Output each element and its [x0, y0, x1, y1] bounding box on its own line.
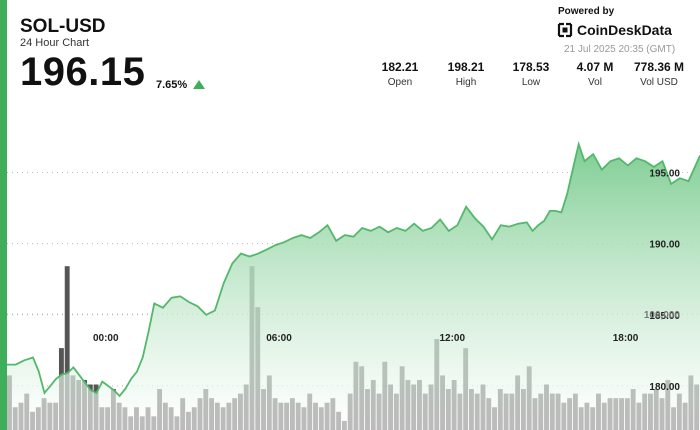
brand-logo: CoinDeskData: [557, 22, 672, 38]
timestamp: 21 Jul 2025 20:35 (GMT): [564, 44, 676, 55]
stat-value: 4.07 M: [576, 60, 614, 74]
x-tick-label: 18:00: [613, 333, 639, 344]
x-tick-label: 06:00: [266, 333, 292, 344]
y-tick-label: 180.00: [649, 382, 680, 393]
ticker-symbol: SOL-USD: [20, 16, 106, 37]
stat-label: High: [455, 77, 477, 88]
stat-value: 178.53: [512, 60, 550, 74]
stats-panel: 182.21 Open 198.21 High 178.53 Low 4.07 …: [370, 60, 690, 92]
stat-open: 182.21 Open: [370, 60, 430, 88]
stat-vol: 4.07 M Vol: [565, 60, 625, 88]
y-tick-label: 195.00: [649, 169, 680, 180]
y-tick-label: 185.00: [649, 311, 680, 322]
stat-high: 198.21 High: [436, 60, 496, 88]
price-area: [7, 144, 700, 430]
y-tick-label: 190.00: [649, 240, 680, 251]
up-arrow-icon: [193, 80, 205, 89]
stat-low: 178.53 Low: [501, 60, 561, 88]
stat-label: Vol USD: [640, 77, 678, 88]
chart-subtitle: 24 Hour Chart: [20, 37, 90, 49]
grid-lines: [7, 172, 700, 387]
volume-tick-label: 100,000: [644, 310, 681, 321]
volume-bar: [64, 266, 70, 430]
stat-vol-usd: 778.36 M Vol USD: [624, 60, 694, 88]
coindesk-logo-icon: [557, 22, 573, 38]
powered-by-label: Powered by: [558, 6, 615, 17]
brand-name: CoinDeskData: [577, 22, 672, 38]
current-price: 196.15: [20, 50, 146, 94]
stat-label: Low: [521, 77, 541, 88]
price-line: [7, 140, 700, 398]
stat-label: Open: [387, 77, 413, 88]
stat-value: 198.21: [447, 60, 485, 74]
x-tick-label: 12:00: [439, 333, 465, 344]
price-change-percent: 7.65%: [156, 79, 188, 91]
stat-label: Vol: [588, 77, 602, 88]
stat-value: 182.21: [381, 60, 419, 74]
stat-value: 778.36 M: [633, 60, 685, 74]
x-tick-label: 00:00: [93, 333, 119, 344]
axis-labels: 180.00 185.00 190.00 195.00 100,000 00:00 06:0…: [93, 169, 680, 393]
accent-bar: [0, 0, 7, 430]
